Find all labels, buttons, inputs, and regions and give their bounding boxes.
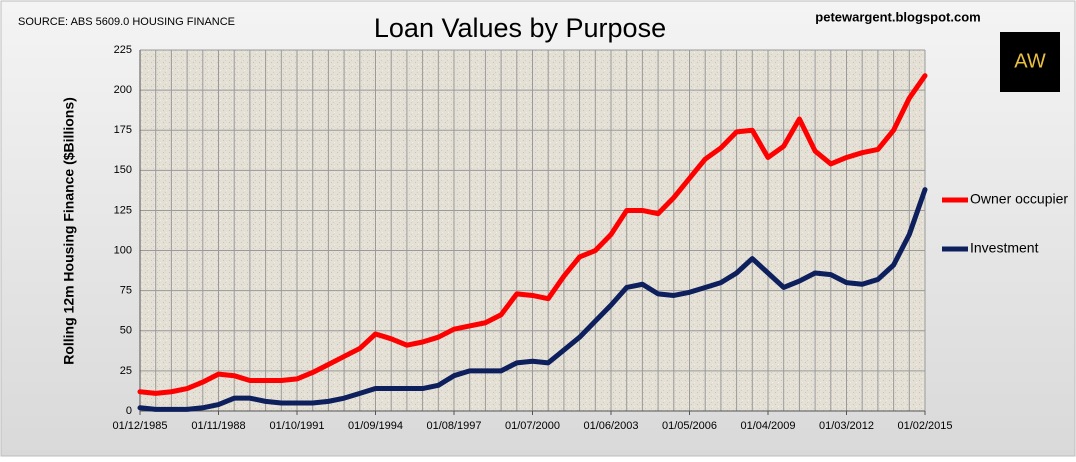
y-tick-label: 225 xyxy=(114,44,132,56)
y-tick-label: 0 xyxy=(126,405,132,417)
y-tick-label: 175 xyxy=(114,124,132,136)
x-tick-label: 01/10/1991 xyxy=(269,420,324,432)
y-tick-label: 200 xyxy=(114,84,132,96)
x-tick-label: 01/05/2006 xyxy=(662,420,717,432)
x-tick-label: 01/12/1985 xyxy=(112,420,167,432)
x-tick-label: 01/03/2012 xyxy=(819,420,874,432)
x-tick-label: 01/06/2003 xyxy=(583,420,638,432)
y-tick-label: 125 xyxy=(114,204,132,216)
chart-title: Loan Values by Purpose xyxy=(374,13,666,43)
x-tick-label: 01/04/2009 xyxy=(740,420,795,432)
y-tick-label: 100 xyxy=(114,244,132,256)
logo-box xyxy=(1000,32,1060,92)
x-tick-label: 01/11/1988 xyxy=(191,420,245,432)
website: petewargent.blogspot.com xyxy=(815,9,980,24)
x-tick-label: 01/08/1997 xyxy=(426,420,481,432)
legend-label: Owner occupier xyxy=(970,191,1068,207)
x-tick-label: 01/09/1994 xyxy=(348,420,403,432)
y-axis-label: Rolling 12m Housing Finance ($Billions) xyxy=(61,97,77,365)
y-tick-label: 50 xyxy=(120,325,132,337)
logo: AW xyxy=(1014,50,1046,72)
y-tick-label: 75 xyxy=(120,285,132,297)
x-tick-label: 01/02/2015 xyxy=(897,420,952,432)
legend-label: Investment xyxy=(970,240,1039,256)
series-line xyxy=(137,73,928,396)
x-tick-label: 01/07/2000 xyxy=(505,420,560,432)
series-line xyxy=(137,187,928,412)
source-note: SOURCE: ABS 5609.0 HOUSING FINANCE xyxy=(18,16,235,28)
y-tick-label: 150 xyxy=(114,164,132,176)
y-tick-label: 25 xyxy=(120,365,132,377)
